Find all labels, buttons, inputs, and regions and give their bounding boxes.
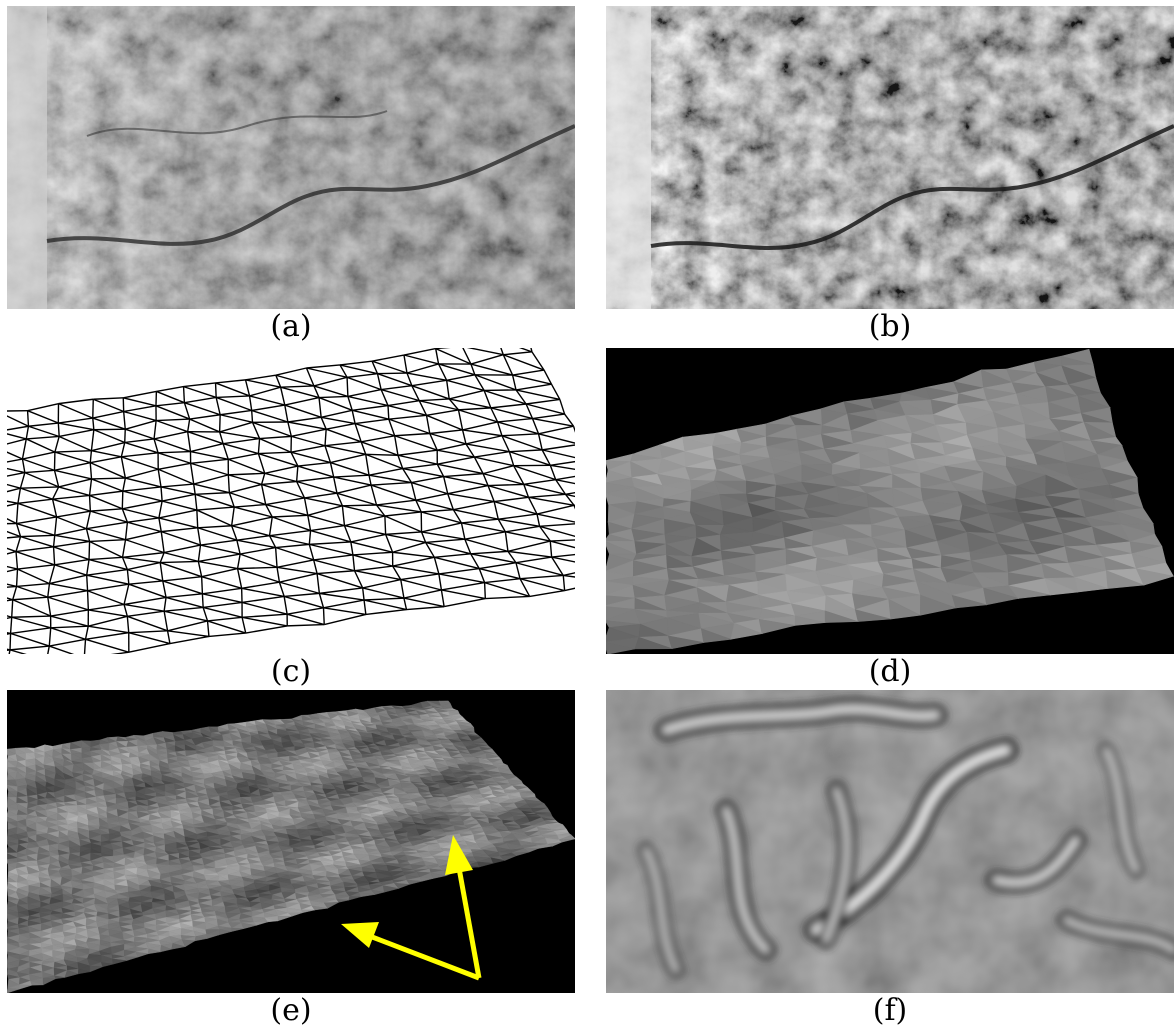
shaded-triangles [7, 700, 575, 993]
arrow-left [341, 922, 480, 981]
caption-b: (b) [868, 309, 912, 344]
panel-f-ridge-image [606, 690, 1174, 993]
panel-b-image [606, 6, 1174, 309]
shaded-triangles [606, 348, 1174, 654]
caption-d: (d) [868, 654, 912, 689]
caption-a: (a) [270, 309, 312, 344]
arrow-up [445, 835, 482, 979]
caption-f: (f) [872, 993, 908, 1028]
panel-c-wireframe [7, 348, 575, 654]
annotation-arrows [341, 835, 482, 981]
wireframe-lines [7, 348, 575, 654]
panel-d-shaded-coarse [606, 348, 1174, 654]
caption-c: (c) [270, 654, 312, 689]
panel-e-shaded-fine [7, 690, 575, 993]
panel-a-image [7, 6, 575, 309]
caption-e: (e) [270, 993, 312, 1028]
